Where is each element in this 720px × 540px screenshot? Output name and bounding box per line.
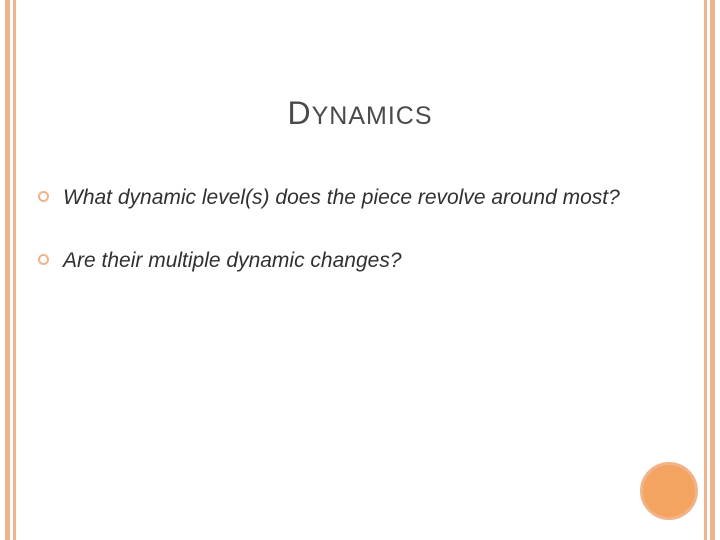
title-first-letter: D [287,95,311,131]
bullet-icon [38,254,49,265]
list-item: What dynamic level(s) does the piece rev… [38,185,660,212]
bullet-list: What dynamic level(s) does the piece rev… [38,185,660,311]
bullet-text: Are their multiple dynamic changes? [63,248,402,275]
accent-stripe-right-inner [704,0,707,540]
accent-stripe-left-outer [5,0,10,540]
title-rest: YNAMICS [312,102,433,130]
slide-title: DYNAMICS [0,95,720,132]
bullet-icon [38,191,49,202]
accent-stripe-right-outer [710,0,715,540]
accent-stripe-left-inner [13,0,16,540]
decorative-circle-icon [640,462,698,520]
list-item: Are their multiple dynamic changes? [38,248,660,275]
slide: DYNAMICS What dynamic level(s) does the … [0,0,720,540]
bullet-text: What dynamic level(s) does the piece rev… [63,185,620,212]
